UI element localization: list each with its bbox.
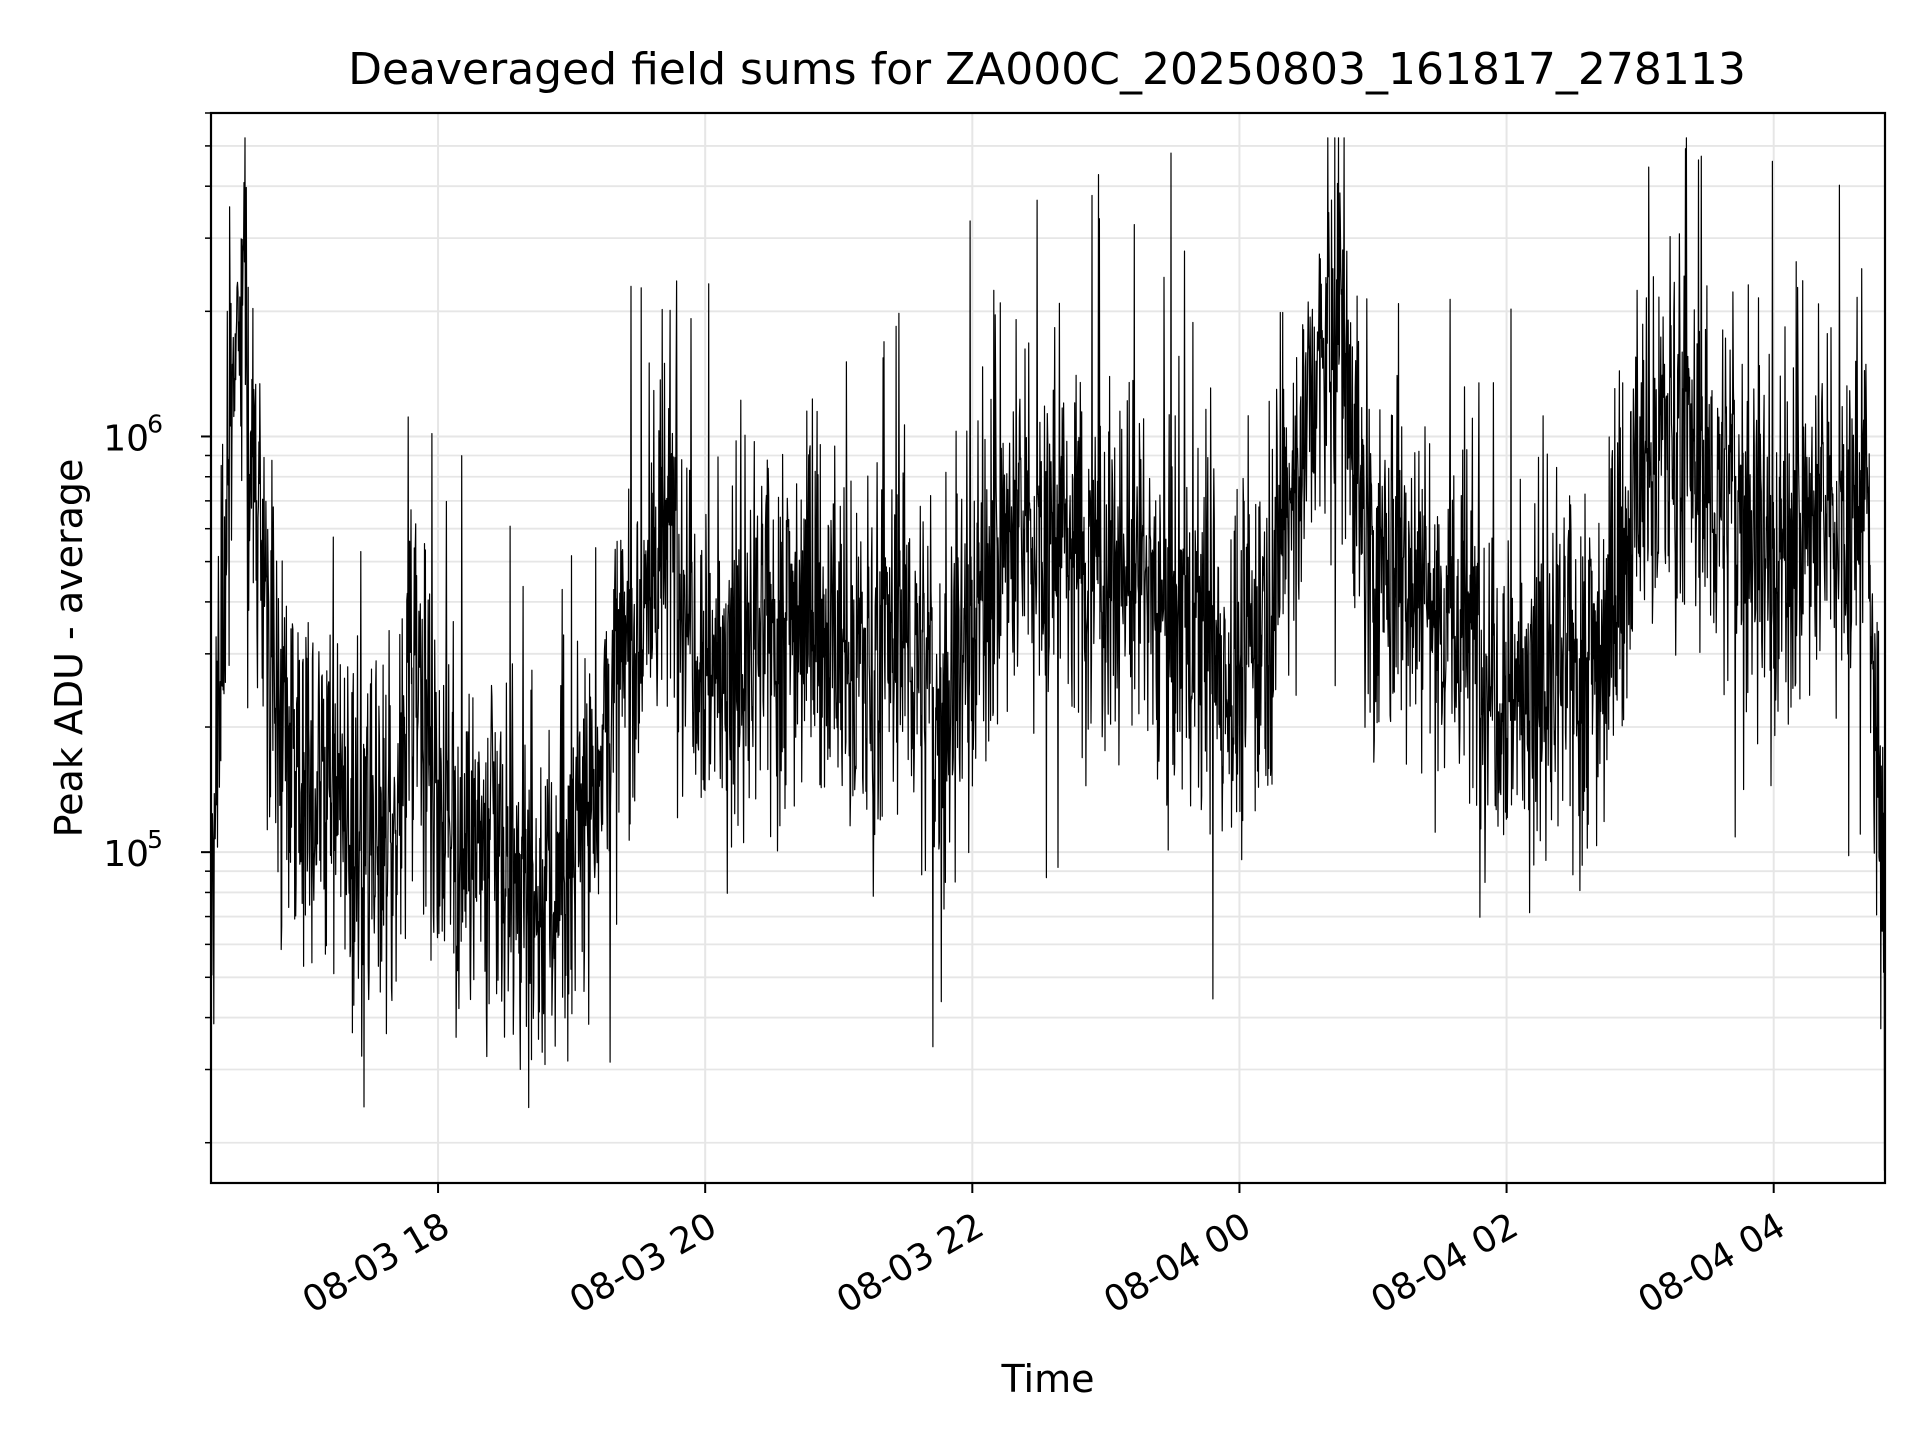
series-line: [211, 137, 1885, 1172]
y-axis-label: Peak ADU - average: [47, 459, 91, 838]
x-axis-label: Time: [1001, 1357, 1095, 1401]
series-line-path: [211, 137, 1885, 1172]
plot-area-frame: [209, 111, 1887, 1185]
axis-ticks: [201, 112, 1775, 1193]
y-tick-label-exponent: 5: [147, 825, 163, 854]
y-tick-label: 10: [103, 418, 149, 459]
y-tick-label-exponent: 6: [147, 409, 163, 438]
y-tick-label: 10: [103, 834, 149, 875]
chart-title: Deaveraged field sums for ZA000C_2025080…: [348, 44, 1746, 95]
